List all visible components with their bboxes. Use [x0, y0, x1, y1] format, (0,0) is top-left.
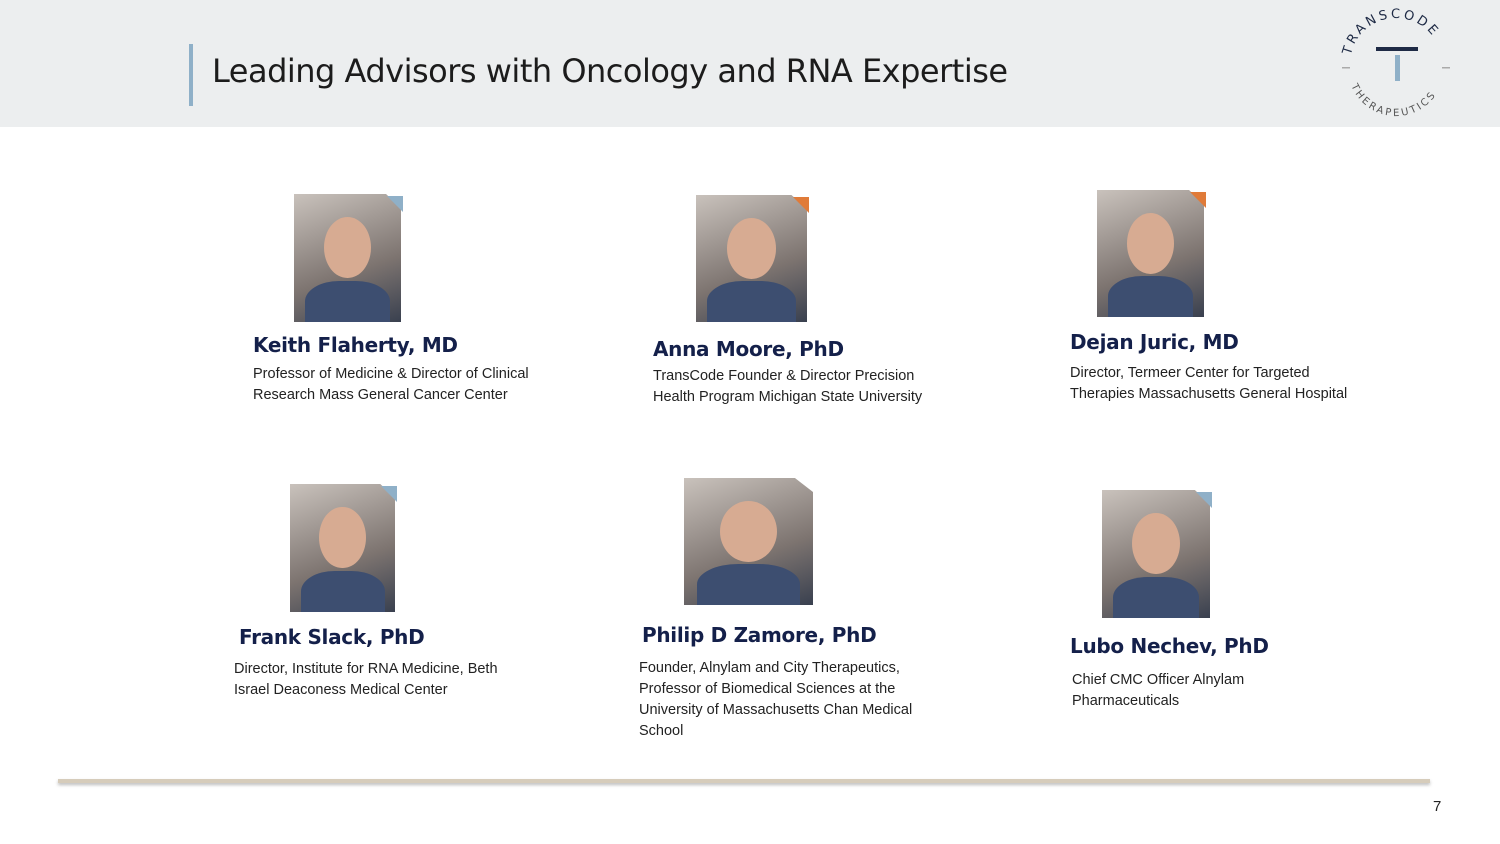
advisor-photo — [294, 194, 401, 322]
advisor-name: Dejan Juric, MD — [1070, 330, 1239, 354]
footer-divider — [58, 779, 1430, 783]
advisor-photo — [684, 478, 813, 605]
slide-title: Leading Advisors with Oncology and RNA E… — [212, 52, 1008, 90]
advisor-description: Professor of Medicine & Director of Clin… — [253, 366, 529, 403]
advisor-photo — [1097, 190, 1204, 317]
advisor-photo — [290, 484, 395, 612]
advisor-name: Frank Slack, PhD — [239, 625, 425, 649]
advisor-name: Anna Moore, PhD — [653, 337, 844, 361]
advisor-description: TransCode Founder & Director Precision H… — [653, 368, 923, 405]
advisor-name: Philip D Zamore, PhD — [642, 623, 877, 647]
advisor-photo — [1102, 490, 1210, 618]
advisor-name: Keith Flaherty, MD — [253, 333, 458, 357]
advisor-description: Founder, Alnylam and City Therapeutics, … — [639, 660, 913, 739]
advisor-description: Director, Institute for RNA Medicine, Be… — [234, 661, 498, 698]
slide-header — [0, 0, 1500, 127]
advisor-photo — [696, 195, 807, 322]
advisor-name: Lubo Nechev, PhD — [1070, 634, 1269, 658]
advisor-description: Director, Termeer Center for Targeted Th… — [1070, 365, 1348, 402]
transcode-logo: TRANSCODE THERAPEUTICS — [1340, 7, 1450, 119]
page-number: 7 — [1433, 798, 1442, 815]
advisor-description: Chief CMC Officer Alnylam Pharmaceutical… — [1072, 672, 1245, 709]
svg-text:THERAPEUTICS: THERAPEUTICS — [1348, 81, 1439, 119]
title-accent-bar — [189, 44, 193, 106]
